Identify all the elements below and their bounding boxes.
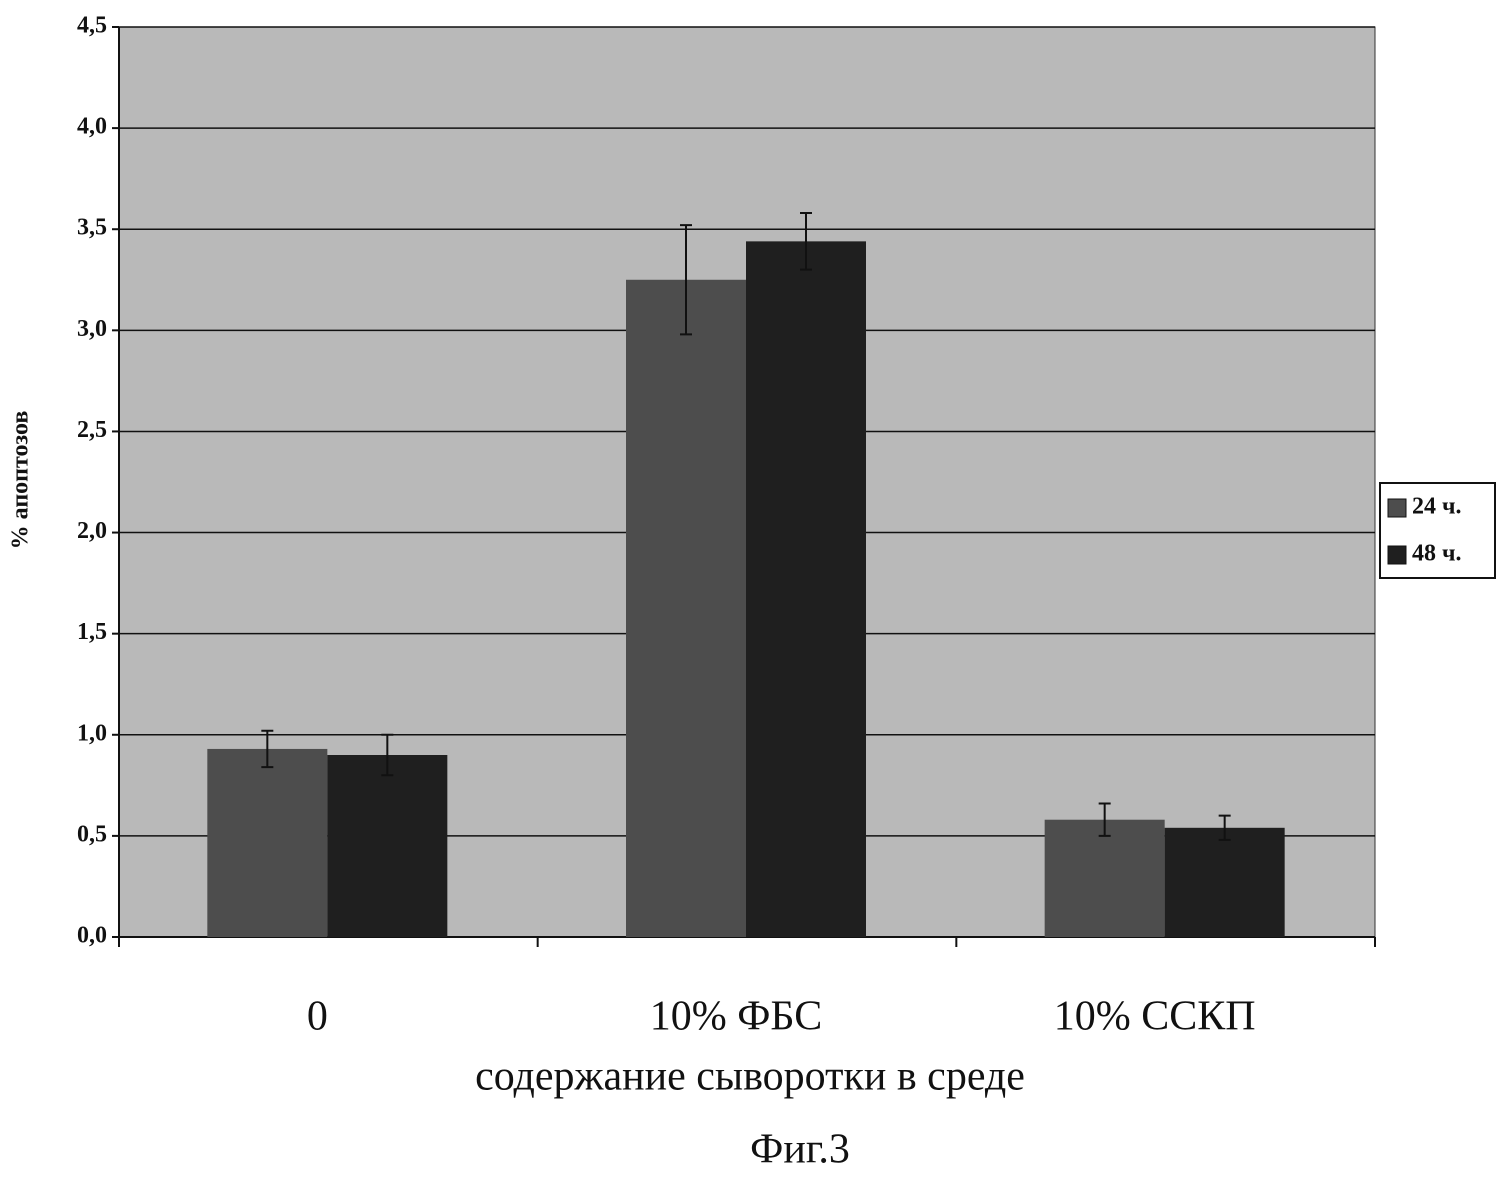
y-tick-label: 0,0: [77, 923, 107, 949]
y-tick-label: 3,5: [77, 215, 107, 241]
y-tick-label: 4,0: [77, 114, 107, 140]
caption: Фиг.3: [750, 1127, 850, 1173]
y-tick-label: 3,0: [77, 316, 107, 342]
bar: [1165, 828, 1285, 937]
legend-swatch: [1388, 499, 1406, 517]
page: {"chart_data": {"type": "bar", "x_label"…: [0, 0, 1510, 1182]
y-tick-label: 4,5: [77, 13, 107, 39]
bar: [1045, 820, 1165, 937]
y-tick-label: 2,0: [77, 518, 107, 544]
y-tick-label: 2,5: [77, 417, 107, 443]
legend-label: 24 ч.: [1412, 494, 1462, 520]
y-tick-label: 0,5: [77, 821, 107, 847]
chart: % апоптозов содержание сыворотки в среде…: [0, 0, 1510, 1182]
y-axis-title: % апоптозов: [8, 411, 34, 550]
x-tick-label: 0: [307, 994, 328, 1040]
bar: [207, 749, 327, 937]
x-axis-title: содержание сыворотки в среде: [475, 1054, 1025, 1100]
bar: [746, 241, 866, 937]
y-tick-label: 1,0: [77, 720, 107, 746]
y-tick-label: 1,5: [77, 619, 107, 645]
legend-label: 48 ч.: [1412, 541, 1462, 567]
bar: [327, 755, 447, 937]
legend-swatch: [1388, 546, 1406, 564]
bar: [626, 280, 746, 937]
x-tick-label: 10% ССКП: [1054, 994, 1256, 1040]
x-tick-label: 10% ФБС: [650, 994, 823, 1040]
